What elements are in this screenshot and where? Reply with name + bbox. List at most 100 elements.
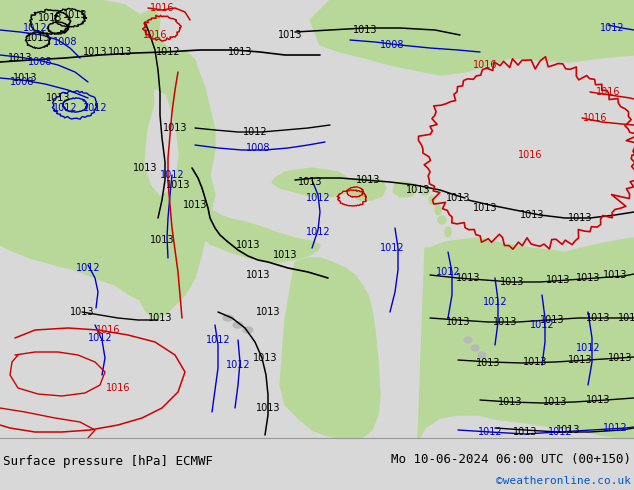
Polygon shape — [280, 258, 380, 438]
Polygon shape — [421, 189, 429, 195]
Text: 1013: 1013 — [256, 403, 280, 413]
Text: 1013: 1013 — [228, 47, 252, 57]
Polygon shape — [243, 327, 253, 333]
Text: 1013: 1013 — [63, 10, 87, 20]
Polygon shape — [393, 182, 418, 197]
Text: 1013: 1013 — [446, 317, 470, 327]
Text: 1013: 1013 — [256, 307, 280, 317]
Text: 1013: 1013 — [543, 397, 567, 407]
Text: 1008: 1008 — [246, 143, 270, 153]
Text: Mo 10-06-2024 06:00 UTC (00+150): Mo 10-06-2024 06:00 UTC (00+150) — [391, 453, 631, 466]
Text: 1013: 1013 — [568, 213, 592, 223]
Polygon shape — [145, 90, 178, 195]
Polygon shape — [272, 168, 352, 198]
Polygon shape — [435, 205, 441, 215]
Text: 1008: 1008 — [53, 37, 77, 47]
Text: 1016: 1016 — [596, 87, 620, 97]
Text: 1013: 1013 — [568, 355, 592, 365]
Text: 1013: 1013 — [556, 425, 580, 435]
Text: 1012: 1012 — [75, 263, 100, 273]
Polygon shape — [471, 345, 479, 351]
Text: 1013: 1013 — [70, 307, 94, 317]
Polygon shape — [348, 178, 386, 200]
Polygon shape — [429, 196, 435, 204]
Text: 1013: 1013 — [148, 313, 172, 323]
Text: 1012: 1012 — [160, 170, 184, 180]
Text: 1013: 1013 — [108, 47, 133, 57]
Text: 1013: 1013 — [298, 177, 322, 187]
Text: 1013: 1013 — [523, 357, 547, 367]
Text: 1008: 1008 — [10, 77, 34, 87]
Text: Surface pressure [hPa] ECMWF: Surface pressure [hPa] ECMWF — [3, 455, 213, 468]
Text: 1013: 1013 — [150, 235, 174, 245]
Text: 1016: 1016 — [143, 30, 167, 40]
Text: 1012: 1012 — [82, 103, 107, 113]
Text: 1013: 1013 — [446, 193, 470, 203]
Text: 1012: 1012 — [482, 297, 507, 307]
Text: 1012: 1012 — [600, 23, 624, 33]
Polygon shape — [464, 337, 472, 343]
Polygon shape — [445, 227, 451, 237]
Text: 1013: 1013 — [473, 203, 497, 213]
Text: 1013: 1013 — [356, 175, 380, 185]
Text: 1013: 1013 — [540, 315, 564, 325]
Text: 1012: 1012 — [156, 47, 180, 57]
Text: 1013: 1013 — [183, 200, 207, 210]
Text: 1012: 1012 — [53, 103, 77, 113]
Text: 1008: 1008 — [380, 40, 404, 50]
Text: 1013: 1013 — [618, 313, 634, 323]
Text: 1016: 1016 — [150, 3, 174, 13]
Text: 1013: 1013 — [586, 395, 611, 405]
Text: 1013: 1013 — [236, 240, 260, 250]
Text: 1012: 1012 — [380, 243, 404, 253]
Text: 1013: 1013 — [133, 163, 157, 173]
Text: 1013: 1013 — [406, 185, 430, 195]
Text: 1012: 1012 — [529, 320, 554, 330]
Text: 1012: 1012 — [23, 23, 48, 33]
Text: 1013: 1013 — [576, 273, 600, 283]
Text: 1013: 1013 — [278, 30, 302, 40]
Text: 1013: 1013 — [353, 25, 377, 35]
Text: 1013: 1013 — [500, 277, 524, 287]
Text: 1016: 1016 — [518, 150, 542, 160]
Text: 1012: 1012 — [306, 193, 330, 203]
Text: 1013: 1013 — [165, 180, 190, 190]
Text: 1013: 1013 — [603, 270, 627, 280]
Text: 1012: 1012 — [226, 360, 250, 370]
Text: 1012: 1012 — [603, 423, 627, 433]
Text: 1012: 1012 — [548, 427, 573, 437]
Text: 1013: 1013 — [8, 53, 32, 63]
Text: 1012: 1012 — [243, 127, 268, 137]
Text: 1012: 1012 — [205, 335, 230, 345]
Text: ©weatheronline.co.uk: ©weatheronline.co.uk — [496, 476, 631, 486]
Text: 1013: 1013 — [456, 273, 480, 283]
Polygon shape — [478, 352, 486, 358]
Text: 1013: 1013 — [520, 210, 544, 220]
Text: 1012: 1012 — [306, 227, 330, 237]
Text: 1013: 1013 — [546, 275, 570, 285]
Polygon shape — [223, 315, 233, 321]
Polygon shape — [310, 0, 634, 75]
Text: 1013: 1013 — [83, 47, 107, 57]
Text: 1013: 1013 — [513, 427, 537, 437]
Text: 1013: 1013 — [273, 250, 297, 260]
Text: 1008: 1008 — [28, 57, 52, 67]
Polygon shape — [233, 322, 243, 328]
Text: 1016: 1016 — [583, 113, 607, 123]
Polygon shape — [438, 216, 446, 224]
Text: 1013: 1013 — [26, 33, 50, 43]
Text: 1013: 1013 — [246, 270, 270, 280]
Text: 1012: 1012 — [436, 267, 460, 277]
Text: 1013: 1013 — [476, 358, 500, 368]
Text: 1013: 1013 — [498, 397, 522, 407]
Text: 1016: 1016 — [96, 325, 120, 335]
Text: 1016: 1016 — [473, 60, 497, 70]
Polygon shape — [0, 0, 215, 320]
Text: 1012: 1012 — [576, 343, 600, 353]
Text: 1013: 1013 — [13, 73, 37, 83]
Text: 1013: 1013 — [163, 123, 187, 133]
Text: 1013: 1013 — [608, 353, 632, 363]
Polygon shape — [418, 238, 634, 440]
Text: 1012: 1012 — [87, 333, 112, 343]
Text: 1013: 1013 — [46, 93, 70, 103]
